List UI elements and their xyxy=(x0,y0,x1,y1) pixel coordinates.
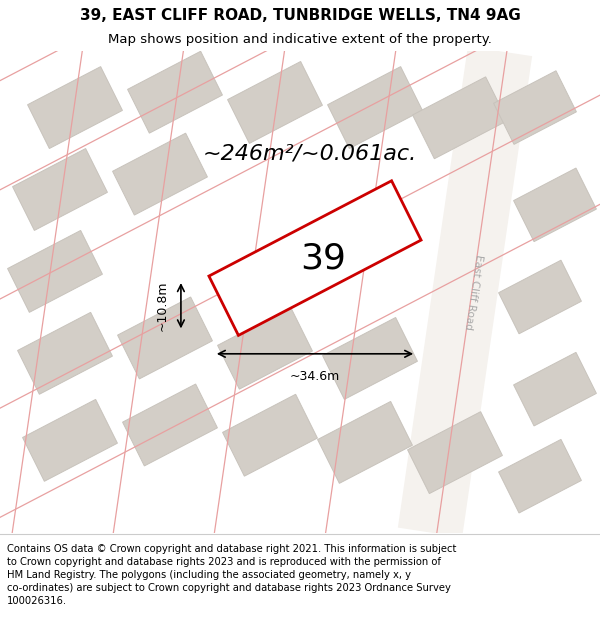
Text: ~34.6m: ~34.6m xyxy=(290,370,340,383)
Polygon shape xyxy=(223,394,317,476)
Polygon shape xyxy=(8,231,103,312)
Polygon shape xyxy=(499,439,581,513)
Polygon shape xyxy=(227,61,322,143)
Polygon shape xyxy=(113,133,208,215)
Text: 39: 39 xyxy=(300,241,346,275)
Text: ~10.8m: ~10.8m xyxy=(156,281,169,331)
Polygon shape xyxy=(499,260,581,334)
Polygon shape xyxy=(218,308,313,389)
Polygon shape xyxy=(118,297,212,379)
Polygon shape xyxy=(494,71,577,144)
Polygon shape xyxy=(17,312,112,394)
Text: East Cliff Road: East Cliff Road xyxy=(463,254,484,330)
Polygon shape xyxy=(122,384,217,466)
Polygon shape xyxy=(328,67,422,149)
Polygon shape xyxy=(323,318,418,399)
Polygon shape xyxy=(13,149,107,231)
Polygon shape xyxy=(514,168,596,242)
Polygon shape xyxy=(23,399,118,481)
Text: 39, EAST CLIFF ROAD, TUNBRIDGE WELLS, TN4 9AG: 39, EAST CLIFF ROAD, TUNBRIDGE WELLS, TN… xyxy=(80,8,520,23)
Polygon shape xyxy=(398,46,532,538)
Polygon shape xyxy=(209,181,421,336)
Polygon shape xyxy=(28,67,122,149)
Polygon shape xyxy=(413,77,508,159)
Text: ~246m²/~0.061ac.: ~246m²/~0.061ac. xyxy=(203,144,417,164)
Polygon shape xyxy=(128,51,223,133)
Polygon shape xyxy=(514,352,596,426)
Text: Map shows position and indicative extent of the property.: Map shows position and indicative extent… xyxy=(108,34,492,46)
Polygon shape xyxy=(407,412,502,494)
Polygon shape xyxy=(317,401,412,483)
Text: Contains OS data © Crown copyright and database right 2021. This information is : Contains OS data © Crown copyright and d… xyxy=(7,544,457,606)
